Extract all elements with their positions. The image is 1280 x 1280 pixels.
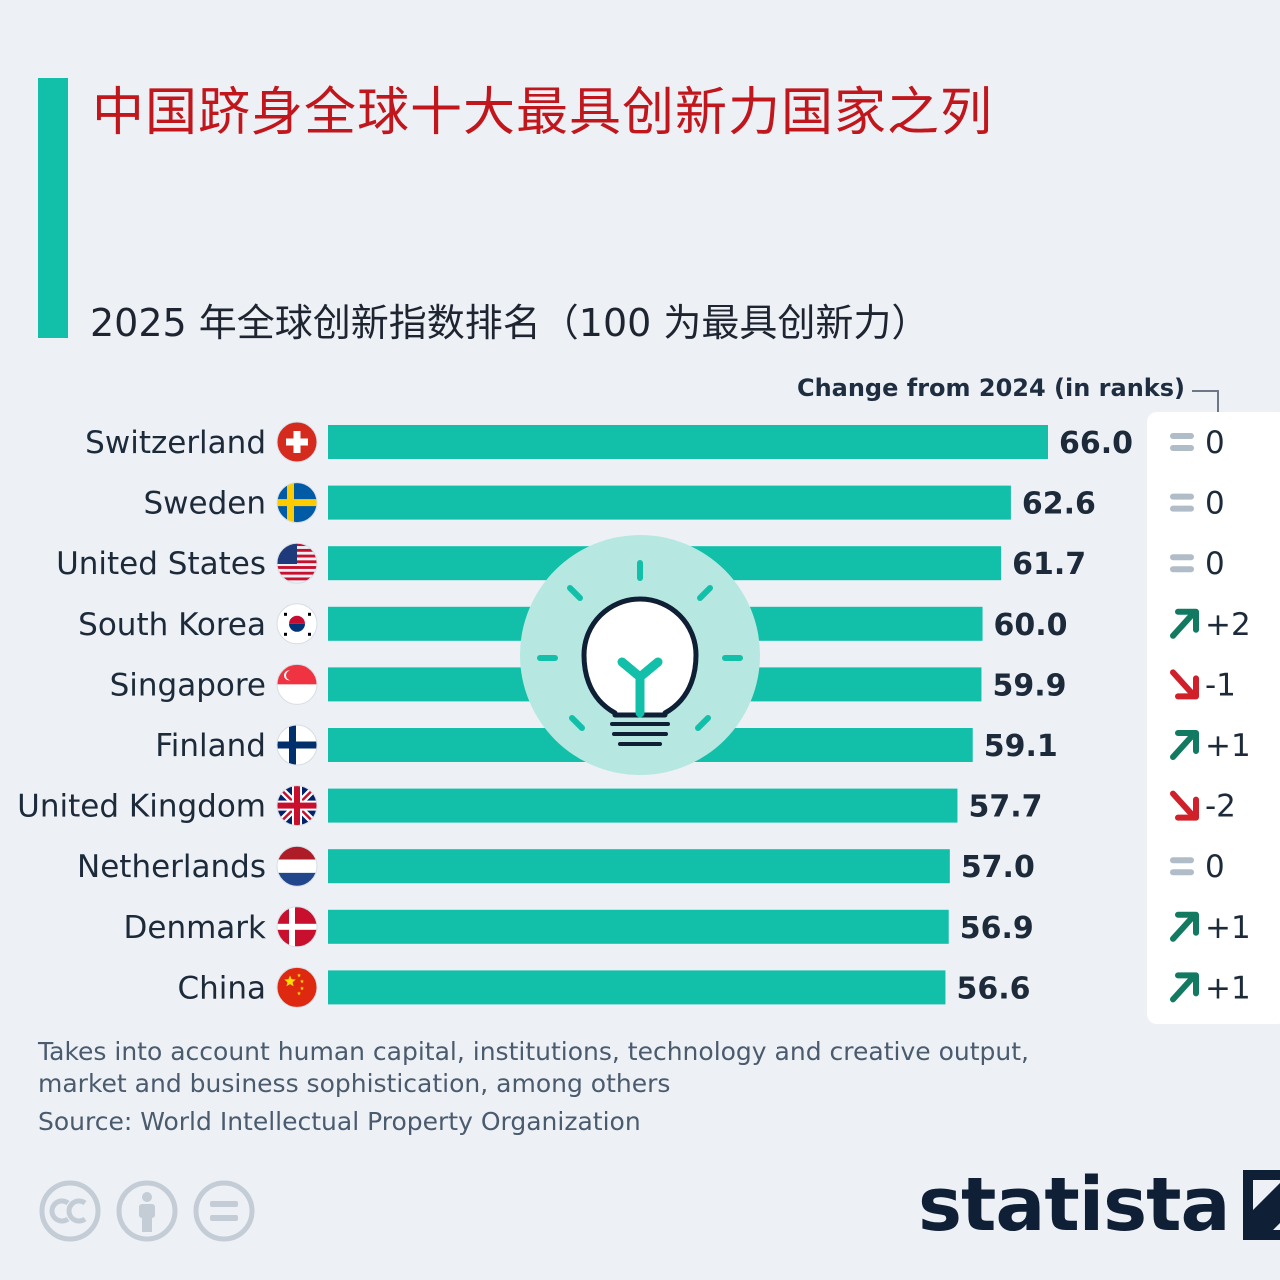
chart-subtitle: 2025 年全球创新指数排名（100 为最具创新力） (90, 301, 930, 345)
brand-name: statista (918, 1162, 1230, 1248)
bar (328, 485, 1011, 520)
change-indicator: +1 (1170, 728, 1251, 764)
change-label: +1 (1205, 910, 1251, 946)
value-label: 60.0 (994, 608, 1068, 643)
bar (328, 425, 1048, 459)
change-indicator: -2 (1170, 789, 1236, 825)
change-header: Change from 2024 (in ranks) (796, 374, 1185, 402)
bulb-icon (520, 535, 760, 775)
flag-icon (276, 603, 318, 645)
bar-row: Netherlands 57.0 0 (77, 845, 1225, 887)
change-label: 0 (1205, 425, 1225, 461)
chart-note: Takes into account human capital, instit… (38, 1037, 1029, 1098)
statista-logo: statista (918, 1168, 1280, 1242)
country-label: United States (56, 546, 266, 582)
bar (328, 909, 949, 944)
bar (328, 788, 958, 823)
bar-row: United Kingdom 57.7 -2 (17, 785, 1236, 827)
equal-icon (1170, 493, 1194, 512)
country-label: Sweden (143, 486, 266, 522)
change-label: -2 (1205, 789, 1236, 825)
bar-row: Switzerland 66.0 0 (85, 421, 1225, 463)
bars-layer: Switzerland 66.0 0 Sweden 62.6 0 United States… (17, 421, 1251, 1008)
accent-bar (38, 78, 68, 338)
arrow-up-icon (1170, 608, 1199, 639)
bar (328, 970, 946, 1005)
bar-row: Denmark 56.9 +1 (124, 906, 1251, 948)
source-line: Source: World Intellectual Property Orga… (38, 1107, 641, 1136)
value-label: 56.9 (960, 911, 1034, 946)
country-label: Finland (155, 728, 266, 764)
statista-logo-icon (1243, 1170, 1280, 1240)
chart-title: 中国跻身全球十大最具创新力国家之列 (92, 83, 994, 143)
change-label: -1 (1205, 667, 1236, 703)
attribution-icon (116, 1180, 178, 1242)
flag-icon (276, 421, 318, 463)
bar-row: China 56.6 +1 (177, 966, 1251, 1008)
value-label: 61.7 (1012, 547, 1086, 582)
change-indicator: +1 (1170, 910, 1251, 946)
country-label: China (177, 970, 266, 1006)
bar-chart: Switzerland 66.0 0 Sweden 62.6 0 United States… (17, 421, 1251, 1008)
license-icons (39, 1180, 255, 1242)
flag-icon (276, 482, 318, 524)
country-label: South Korea (78, 607, 266, 643)
change-indicator: +1 (1170, 970, 1251, 1006)
value-label: 59.1 (984, 729, 1058, 764)
flag-icon (276, 785, 318, 827)
bar (328, 849, 950, 884)
equal-icon (1170, 433, 1194, 451)
change-indicator: -1 (1170, 667, 1236, 703)
arrow-up-icon (1170, 730, 1199, 760)
equal-icon (1170, 554, 1194, 573)
country-label: United Kingdom (17, 789, 266, 825)
flag-icon (276, 724, 318, 766)
change-indicator: +2 (1170, 607, 1251, 643)
change-label: 0 (1205, 486, 1225, 522)
value-label: 59.9 (992, 668, 1066, 703)
country-label: Denmark (124, 910, 267, 946)
change-indicator: 0 (1170, 849, 1225, 885)
country-label: Netherlands (77, 849, 266, 885)
value-label: 62.6 (1022, 487, 1096, 522)
change-header-bracket (1192, 390, 1219, 412)
value-label: 66.0 (1059, 426, 1133, 461)
change-indicator: 0 (1170, 425, 1225, 461)
bar-row: Sweden 62.6 0 (143, 482, 1225, 524)
change-label: +1 (1205, 970, 1251, 1006)
arrow-down-icon (1170, 790, 1199, 821)
bar-row: Finland 59.1 +1 (155, 724, 1251, 766)
flag-icon (276, 542, 318, 584)
change-label: 0 (1205, 546, 1225, 582)
change-panel (1147, 412, 1280, 1024)
flag-icon (276, 906, 318, 948)
change-label: +1 (1205, 728, 1251, 764)
arrow-down-icon (1170, 669, 1199, 700)
value-label: 56.6 (956, 971, 1030, 1006)
country-label: Switzerland (85, 425, 266, 461)
arrow-up-icon (1170, 911, 1199, 942)
change-label: +2 (1205, 607, 1251, 643)
flag-icon (276, 966, 318, 1008)
no-derivatives-icon (193, 1180, 255, 1242)
arrow-up-icon (1170, 972, 1199, 1003)
country-label: Singapore (110, 667, 266, 703)
flag-icon (276, 663, 318, 705)
cc-icon (39, 1180, 101, 1242)
value-label: 57.7 (968, 790, 1042, 825)
equal-icon (1170, 857, 1194, 876)
flag-icon (276, 845, 318, 887)
change-label: 0 (1205, 849, 1225, 885)
value-label: 57.0 (961, 850, 1035, 885)
change-indicator: 0 (1170, 546, 1225, 582)
change-indicator: 0 (1170, 486, 1225, 522)
